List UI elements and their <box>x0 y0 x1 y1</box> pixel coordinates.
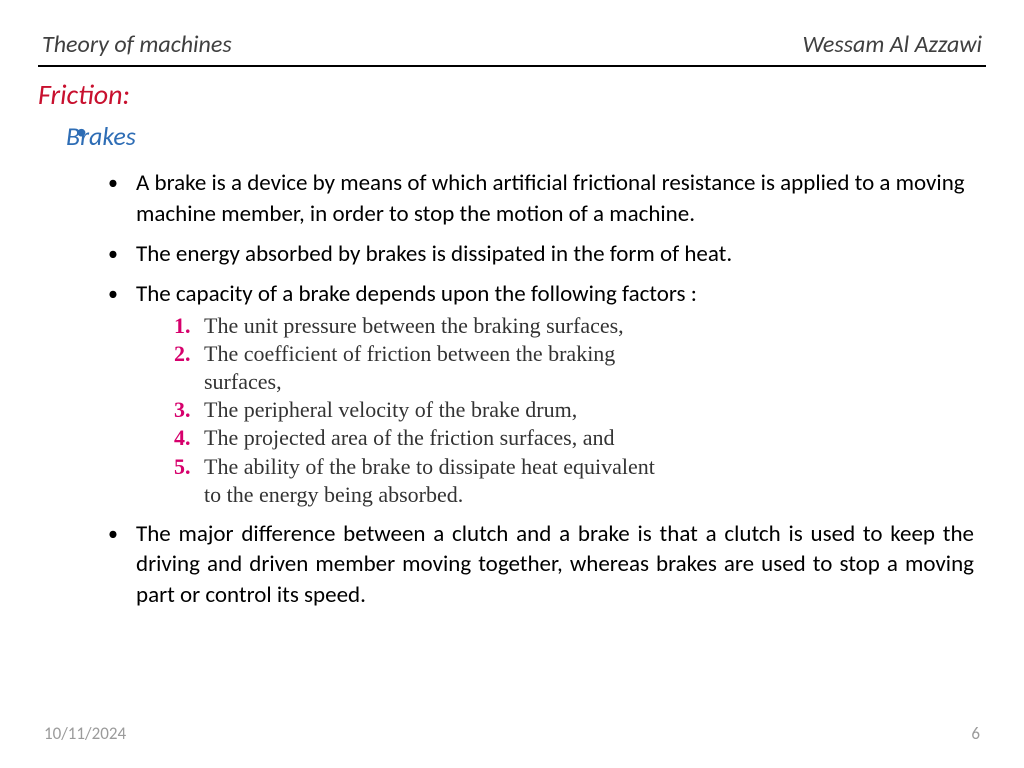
factor-text: The projected area of the friction surfa… <box>204 425 614 450</box>
factors-list: 1. The unit pressure between the braking… <box>136 312 1024 509</box>
topic-label: Brakes <box>66 120 136 152</box>
body-bullet: The energy absorbed by brakes is dissipa… <box>108 239 1024 269</box>
factor-item: 3. The peripheral velocity of the brake … <box>174 396 1024 424</box>
factor-number: 3. <box>174 396 191 424</box>
body-bullets: A brake is a device by means of which ar… <box>66 168 1024 610</box>
section-title: Friction: <box>0 77 1024 112</box>
slide-footer: 10/11/2024 6 <box>0 723 1024 744</box>
factor-number: 1. <box>174 312 191 340</box>
factor-text: The unit pressure between the braking su… <box>204 313 624 338</box>
factor-item: 5. The ability of the brake to dissipate… <box>174 453 1024 509</box>
factor-text-cont: surfaces, <box>204 368 1024 396</box>
author-name: Wessam Al Azzawi <box>802 30 982 59</box>
factor-item: 4. The projected area of the friction su… <box>174 424 1024 452</box>
topic-item: Brakes A brake is a device by means of w… <box>38 118 1024 610</box>
factor-item: 1. The unit pressure between the braking… <box>174 312 1024 340</box>
factor-number: 4. <box>174 424 191 452</box>
factor-text: The peripheral velocity of the brake dru… <box>204 397 577 422</box>
slide-header: Theory of machines Wessam Al Azzawi <box>0 0 1024 65</box>
factor-text: The ability of the brake to dissipate he… <box>204 453 1024 481</box>
footer-date: 10/11/2024 <box>44 723 126 744</box>
factor-text: The coefficient of friction between the … <box>204 340 1024 368</box>
body-bullet: The major difference between a clutch an… <box>108 519 1024 610</box>
factor-number: 2. <box>174 340 191 368</box>
topic-list: Brakes A brake is a device by means of w… <box>0 118 1024 610</box>
body-bullet: A brake is a device by means of which ar… <box>108 168 1024 229</box>
footer-page-number: 6 <box>971 723 980 744</box>
factor-text-cont: to the energy being absorbed. <box>204 481 1024 509</box>
course-title: Theory of machines <box>42 30 232 59</box>
factor-item: 2. The coefficient of friction between t… <box>174 340 1024 396</box>
body-bullet-text: The capacity of a brake depends upon the… <box>136 280 697 308</box>
header-rule <box>38 65 986 67</box>
slide: Theory of machines Wessam Al Azzawi Fric… <box>0 0 1024 768</box>
body-bullet: The capacity of a brake depends upon the… <box>108 279 1024 508</box>
factor-number: 5. <box>174 453 191 481</box>
